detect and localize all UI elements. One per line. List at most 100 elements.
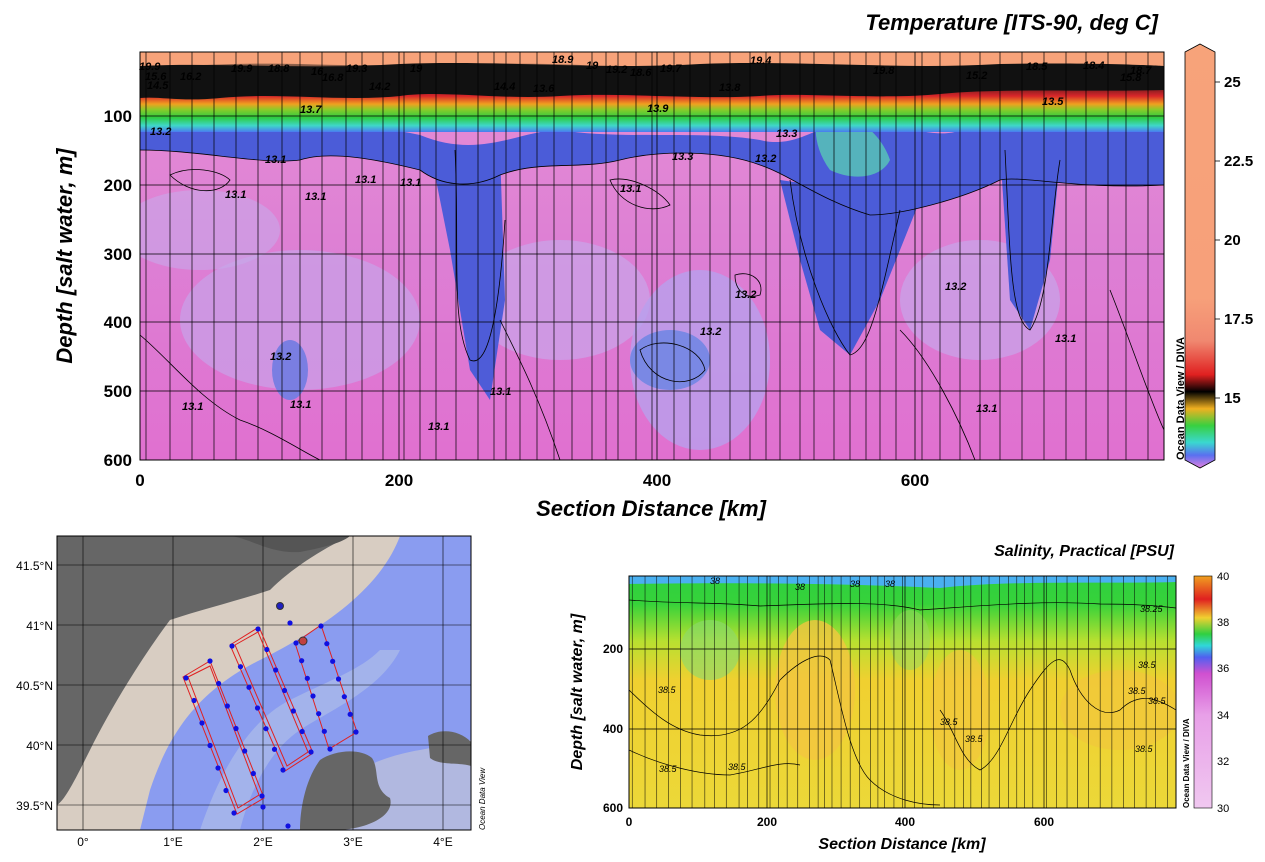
map-lon-ticks: 0° 1°E 2°E 3°E 4°E	[77, 835, 452, 849]
contour-label: 13.1	[265, 154, 286, 166]
contour-label: 38	[710, 576, 720, 586]
station-marker	[290, 708, 296, 714]
station-marker	[183, 675, 189, 681]
contour-label: 19	[586, 60, 599, 72]
contour-label: 15.2	[966, 70, 987, 82]
y-tick-label: 400	[104, 313, 132, 332]
salinity-y-ticks: 200 400 600	[603, 642, 623, 815]
x-tick-label: 0	[135, 471, 144, 490]
contour-label: 13.1	[182, 401, 203, 413]
contour-label: 18.6	[630, 67, 652, 79]
salinity-x-ticks: 0 200 400 600	[626, 815, 1055, 829]
station-marker	[287, 620, 293, 626]
contour-label: 38.5	[1128, 686, 1147, 696]
station-marker	[293, 640, 299, 646]
contour-label: 14.2	[369, 81, 390, 93]
colorbar-tick-label: 25	[1224, 74, 1241, 91]
contour-label: 13.9	[647, 103, 669, 115]
contour-label: 18.7	[1130, 65, 1152, 77]
temperature-y-ticks: 100 200 300 400 500 600	[104, 107, 132, 470]
station-marker	[330, 658, 336, 664]
colorbar-tick-label: 32	[1217, 756, 1229, 768]
y-tick-label: 600	[104, 451, 132, 470]
colorbar-tick-label: 20	[1224, 232, 1241, 249]
contour-label: 13.5	[1042, 96, 1064, 108]
contour-label: 13.1	[490, 386, 511, 398]
lon-tick-label: 1°E	[163, 835, 182, 849]
station-marker	[215, 765, 221, 771]
station-marker	[207, 742, 213, 749]
y-tick-label: 200	[104, 176, 132, 195]
colorbar-tick-label: 17.5	[1224, 311, 1253, 328]
station-marker	[231, 810, 237, 816]
contour-label: 13.1	[355, 174, 376, 186]
temperature-x-ticks: 0 200 400 600	[135, 471, 929, 490]
station-marker	[280, 767, 286, 773]
x-tick-label: 200	[385, 471, 413, 490]
contour-label: 19.8	[873, 65, 895, 77]
y-tick-label: 500	[104, 382, 132, 401]
map-grid	[57, 536, 471, 830]
temperature-field	[140, 52, 1164, 460]
station-marker	[327, 746, 333, 752]
contour-label: 38	[850, 579, 860, 589]
contour-label: 13.2	[150, 126, 171, 138]
salinity-colorbar: 40 38 36 34 32 30	[1193, 571, 1229, 815]
temperature-section-plot: 19.9 19.9 18.8 16 19.3 19 18.9 19 19.2 1…	[52, 43, 1253, 521]
station-marker	[216, 680, 222, 687]
station-marker	[224, 703, 230, 709]
station-marker	[223, 787, 229, 794]
temperature-xlabel: Section Distance [km]	[536, 496, 767, 521]
contour-label: 13.2	[270, 351, 291, 363]
lat-tick-label: 39.5°N	[16, 799, 53, 813]
station-marker	[191, 697, 197, 704]
contour-label: 18.8	[268, 63, 290, 75]
salinity-contours	[629, 599, 1176, 806]
station-marker	[285, 823, 291, 829]
temperature-ylabel: Depth [salt water, m]	[52, 148, 77, 364]
colorbar-tick-label: 38	[1217, 617, 1229, 629]
salinity-watermark: Ocean Data View / DIVA	[1182, 718, 1191, 808]
colorbar-tick-label: 15	[1224, 390, 1241, 407]
x-tick-label: 600	[1034, 815, 1054, 829]
stations	[183, 620, 359, 829]
temperature-title: Temperature [ITS-90, deg C]	[865, 10, 1158, 35]
contour-label: 13.2	[755, 153, 776, 165]
lat-tick-label: 40°N	[26, 739, 53, 753]
station-marker	[308, 749, 314, 755]
station-marker	[237, 664, 244, 670]
y-tick-label: 600	[603, 801, 623, 815]
station-marker	[271, 746, 278, 752]
x-tick-label: 400	[895, 815, 915, 829]
colorbar-tick-label: 36	[1217, 663, 1229, 675]
station-marker	[281, 687, 288, 694]
contour-label: 13.1	[428, 421, 449, 433]
x-tick-label: 600	[901, 471, 929, 490]
station-marker	[318, 623, 324, 629]
salinity-xlabel: Section Distance [km]	[818, 836, 986, 853]
contour-label: 13.2	[700, 326, 721, 338]
station-marker	[250, 770, 256, 777]
contour-label: 18.4	[1083, 60, 1104, 72]
contour-label: 19.9	[231, 63, 253, 75]
salinity-section-plot: 38 38 38 38 38.25 38.5 38.5 38.5 38.5 38…	[569, 571, 1229, 853]
contour-label: 38.5	[1138, 660, 1157, 670]
map-watermark: Ocean Data View	[478, 767, 487, 830]
contour-label: 15.6	[145, 71, 167, 83]
contour-label: 19.3	[346, 63, 367, 75]
contour-label: 13.2	[945, 281, 966, 293]
contour-label: 38.5	[940, 717, 959, 727]
temperature-watermark: Ocean Data View / DIVA	[1175, 337, 1187, 460]
lon-tick-label: 4°E	[433, 835, 452, 849]
contour-label: 15.8	[1120, 72, 1142, 84]
station-marker	[254, 705, 261, 711]
station-marker	[263, 726, 269, 732]
salinity-frame	[628, 575, 1177, 809]
y-tick-label: 100	[104, 107, 132, 126]
contour-label: 38.5	[659, 764, 678, 774]
station-marker	[273, 667, 279, 673]
station-map: 41.5°N 41°N 40.5°N 40°N 39.5°N 0° 1°E 2°…	[16, 535, 487, 849]
contour-label: 13.1	[976, 403, 997, 415]
contour-label: 19	[410, 63, 423, 75]
contour-label: 19.2	[606, 64, 627, 76]
